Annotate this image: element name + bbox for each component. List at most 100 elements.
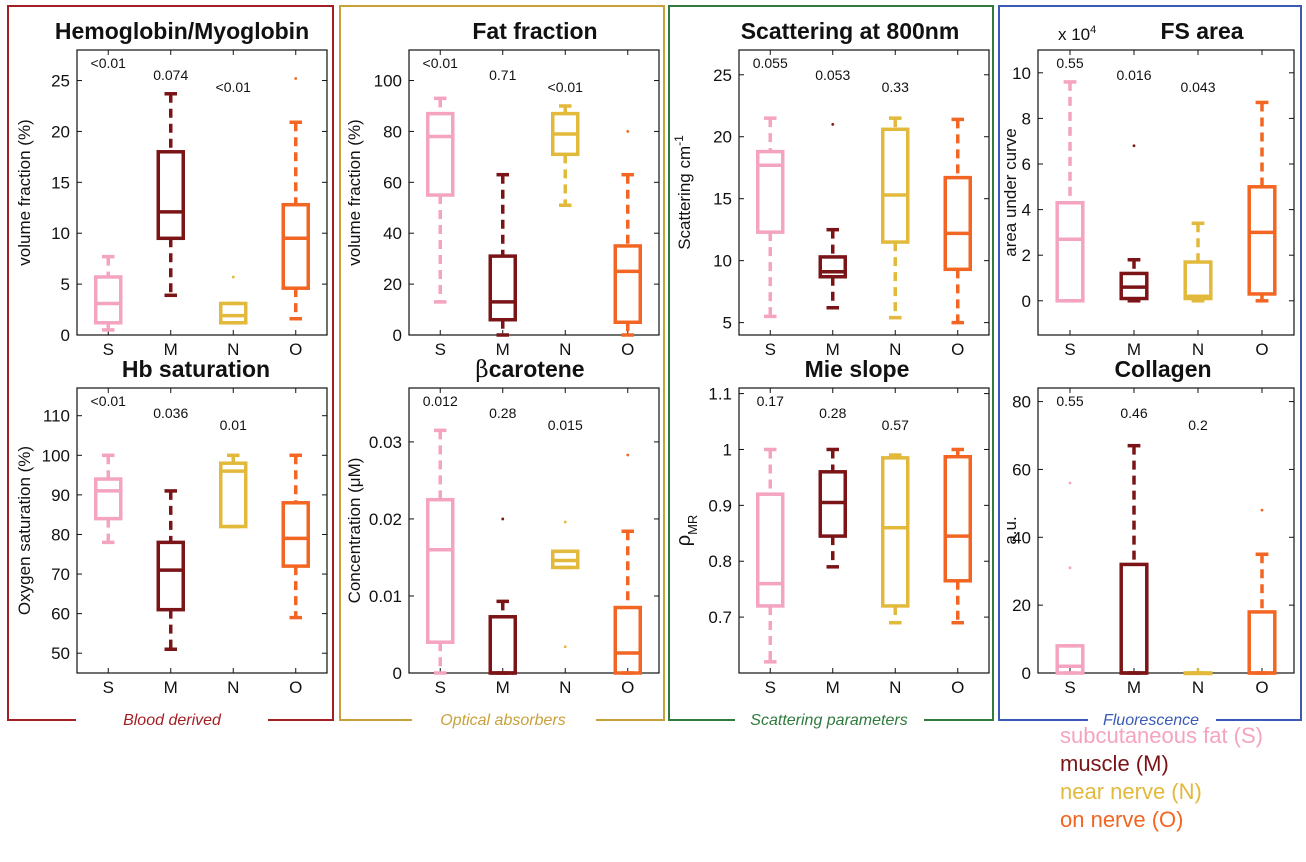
iqr-box [881, 127, 910, 244]
iqr-box [943, 175, 972, 272]
box-O [943, 117, 972, 325]
plot-frame [76, 49, 328, 336]
outlier-point [1068, 566, 1072, 570]
x-tick-label: M [826, 678, 840, 697]
panel-2: Fat fraction 0 20 40 60 80 100 volume fraction … [345, 18, 660, 359]
outlier-point [1196, 668, 1200, 672]
y-axis-label: ρMR [673, 515, 700, 547]
box-N [1183, 668, 1213, 676]
p-value-label: 0.57 [882, 417, 909, 433]
y-tick-label: 0 [1022, 664, 1031, 683]
p-value-label: 0.55 [1056, 55, 1083, 71]
y-tick-label: 15 [51, 173, 70, 192]
y-axis-label: volume fraction (%) [345, 119, 364, 265]
box-O [281, 77, 310, 321]
x-tick-label: O [289, 340, 302, 359]
plot-frame [408, 49, 660, 336]
p-value-label: 0.28 [819, 405, 846, 421]
box-M [818, 447, 847, 569]
legend: subcutaneous fat (S) muscle (M) near ner… [1060, 722, 1304, 834]
outlier-point [626, 453, 630, 457]
x-tick-label: N [889, 678, 901, 697]
p-value-label: 0.074 [153, 67, 188, 83]
x-tick-label: N [227, 678, 239, 697]
p-value-label: 0.055 [753, 55, 788, 71]
box-S [756, 116, 785, 319]
box-S [94, 254, 123, 332]
p-value-label: 0.17 [757, 393, 784, 409]
y-tick-label: 40 [1012, 528, 1031, 547]
box-M [1119, 443, 1149, 675]
panel-7: Mie slope 0.7 0.8 0.9 1 1.1 ρMR S M N O 0.17 0.28 0.5… [673, 356, 990, 697]
panel-4: FS area x 104 0 2 4 6 8 10 area under curve S M N O 0… [1001, 18, 1295, 359]
iqr-box [219, 461, 248, 529]
legend-item-M: muscle (M) [1060, 751, 1169, 776]
y-tick-label: 110 [43, 407, 70, 426]
box-O [613, 453, 642, 675]
x-tick-label: N [889, 340, 901, 359]
iqr-box [756, 492, 785, 608]
y-tick-label: 50 [51, 644, 70, 663]
iqr-box [156, 150, 185, 241]
x-tick-label: M [164, 678, 178, 697]
outlier-point [563, 520, 567, 524]
iqr-box [426, 111, 455, 197]
y-tick-label: 0 [393, 326, 402, 345]
chart-title: Scattering at 800nm [741, 18, 960, 44]
panel-1: Hemoglobin/Myoglobin 0 5 10 15 20 25 volume fra… [15, 18, 328, 359]
box-S [756, 447, 785, 664]
plot-frame [1037, 49, 1295, 336]
iqr-box [426, 497, 455, 644]
box-M [488, 172, 517, 337]
chart-title: Hemoglobin/Myoglobin [55, 18, 309, 44]
p-value-label: 0.015 [548, 417, 583, 433]
y-tick-label: 0 [393, 664, 402, 683]
panel-5: Hb saturation 50 60 70 80 90 100 110 Oxygen satu… [15, 356, 328, 697]
x-tick-label: M [826, 340, 840, 359]
iqr-box [94, 275, 123, 325]
box-S [426, 428, 455, 675]
y-tick-label: 0.03 [369, 433, 402, 452]
y-tick-label: 60 [51, 605, 70, 624]
p-value-label: 0.012 [423, 393, 458, 409]
p-value-label: 0.28 [489, 405, 516, 421]
y-tick-label: 100 [42, 446, 70, 465]
group-frame-blood: Blood derived [7, 5, 334, 729]
x-tick-label: N [227, 340, 239, 359]
box-M [488, 517, 517, 675]
x-tick-label: S [1064, 678, 1075, 697]
y-axis-label: Scattering cm-1 [672, 135, 694, 250]
x-tick-label: N [1192, 340, 1204, 359]
y-tick-label: 80 [51, 525, 70, 544]
y-tick-label: 60 [1012, 460, 1031, 479]
chart-title: Collagen [1114, 356, 1211, 382]
y-tick-label: 20 [1012, 596, 1031, 615]
plot-frame [738, 387, 990, 674]
group-frame-fluorescence: Fluorescence [998, 5, 1302, 729]
panel-3: Scattering at 800nm 5 10 15 20 25 Scattering c… [672, 18, 990, 359]
y-tick-label: 0.01 [369, 587, 402, 606]
box-N [1183, 221, 1213, 303]
iqr-box [281, 501, 310, 568]
iqr-box [1247, 185, 1277, 296]
chart-title: Hb saturation [122, 356, 270, 382]
box-M [156, 489, 185, 651]
outlier-point [1260, 508, 1264, 512]
x-tick-label: M [164, 340, 178, 359]
y-tick-label: 15 [713, 190, 732, 209]
iqr-box [943, 454, 972, 583]
box-N [551, 520, 580, 649]
iqr-box [488, 254, 517, 322]
group-frame-optical: Optical absorbers [339, 5, 665, 729]
y-tick-label: 80 [1012, 393, 1031, 412]
outlier-point [1132, 144, 1136, 148]
iqr-box [756, 149, 785, 234]
p-value-label: <0.01 [91, 55, 127, 71]
y-tick-label: 70 [51, 565, 70, 584]
y-tick-label: 0.8 [708, 552, 732, 571]
iqr-box [281, 202, 310, 290]
y-tick-label: 20 [713, 128, 732, 147]
panel-6: βcarotene 0 0.01 0.02 0.03 Concentration (μM)… [345, 356, 660, 697]
p-value-label: 0.053 [815, 67, 850, 83]
